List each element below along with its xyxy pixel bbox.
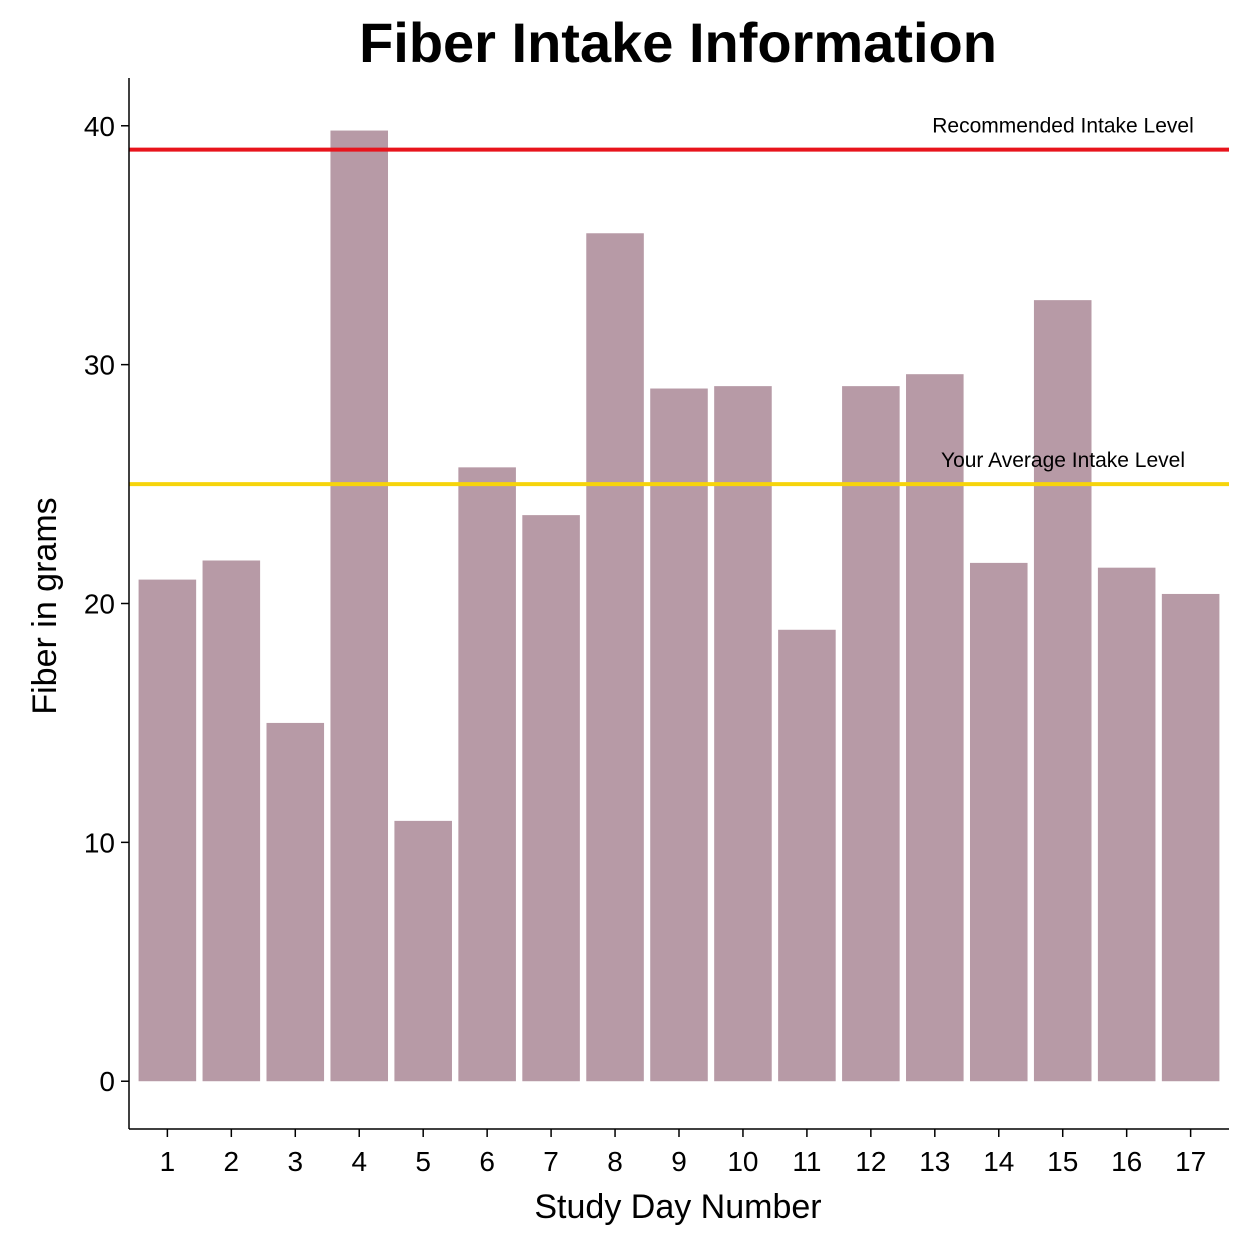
x-tick-label: 11 bbox=[792, 1146, 821, 1177]
x-tick-label: 13 bbox=[919, 1146, 950, 1177]
x-tick-label: 7 bbox=[543, 1146, 559, 1177]
bar-day-1 bbox=[138, 579, 197, 1082]
x-tick-label: 6 bbox=[479, 1146, 495, 1177]
bar-day-15 bbox=[1033, 300, 1092, 1082]
bar-day-16 bbox=[1097, 567, 1156, 1082]
x-tick-label: 10 bbox=[727, 1146, 758, 1177]
bar-day-3 bbox=[266, 722, 325, 1082]
bar-day-12 bbox=[842, 386, 900, 1082]
y-tick-label: 30 bbox=[84, 350, 115, 381]
y-tick-label: 40 bbox=[84, 111, 115, 142]
bar-day-14 bbox=[969, 562, 1028, 1082]
bar-day-7 bbox=[522, 515, 580, 1082]
x-tick-label: 9 bbox=[671, 1146, 687, 1177]
bar-day-17 bbox=[1161, 593, 1220, 1082]
x-tick-label: 14 bbox=[983, 1146, 1014, 1177]
x-tick-label: 3 bbox=[287, 1146, 303, 1177]
x-axis-title: Study Day Number bbox=[534, 1188, 821, 1226]
plot-area: Recommended Intake Level Your Average Int… bbox=[84, 78, 1229, 1177]
x-tick-label: 12 bbox=[855, 1146, 886, 1177]
y-tick-label: 0 bbox=[99, 1066, 115, 1097]
bar-day-9 bbox=[650, 388, 708, 1082]
bar-day-13 bbox=[906, 374, 964, 1082]
y-tick-label: 20 bbox=[84, 589, 115, 620]
bar-day-8 bbox=[586, 233, 644, 1082]
x-tick-label: 4 bbox=[351, 1146, 367, 1177]
y-axis-title: Fiber in grams bbox=[26, 497, 64, 714]
bar-day-11 bbox=[778, 629, 836, 1082]
x-tick-label: 1 bbox=[160, 1146, 176, 1177]
bar-day-10 bbox=[714, 386, 772, 1082]
reference-label-average: Your Average Intake Level bbox=[941, 449, 1185, 472]
bar-day-2 bbox=[202, 560, 261, 1082]
x-tick-label: 16 bbox=[1111, 1146, 1142, 1177]
bar-day-4 bbox=[330, 130, 389, 1082]
chart-title: Fiber Intake Information bbox=[359, 11, 997, 74]
x-tick-label: 8 bbox=[607, 1146, 623, 1177]
bar-day-6 bbox=[458, 467, 516, 1082]
x-tick-label: 17 bbox=[1175, 1146, 1206, 1177]
reference-label-recommended: Recommended Intake Level bbox=[932, 115, 1194, 138]
bar-day-5 bbox=[394, 820, 452, 1082]
y-tick-label: 10 bbox=[84, 827, 115, 858]
x-tick-label: 5 bbox=[415, 1146, 431, 1177]
x-tick-label: 15 bbox=[1047, 1146, 1078, 1177]
x-tick-label: 2 bbox=[224, 1146, 240, 1177]
